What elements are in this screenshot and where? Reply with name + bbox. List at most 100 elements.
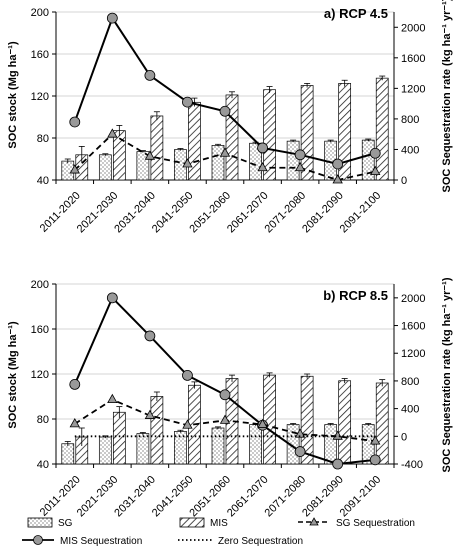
panel-a-title: a) RCP 4.5 (324, 6, 388, 21)
panel-rcp45: 408012016020004008001200160020002011-202… (7, 0, 453, 235)
mis-bar (188, 101, 201, 181)
sg-sequestration-point (182, 158, 193, 168)
sg-bar (211, 427, 225, 465)
mis-sequestration-point (69, 116, 81, 128)
legend-triangle-marker-icon (309, 517, 319, 526)
legend-item-mis: MIS (179, 517, 228, 529)
sg-sequestration-point (219, 414, 231, 424)
mis-bar (375, 382, 389, 465)
sg-sequestration-point (182, 419, 193, 429)
right-tick-label: -400 (401, 459, 423, 471)
sg-bar (98, 154, 112, 181)
mis-sequestration-point (106, 292, 118, 304)
sg-sequestration-point (257, 418, 268, 428)
mis-sequestration-point (106, 12, 118, 24)
right-tick-label: 0 (401, 431, 407, 443)
legend-sg-seq-label: SG Sequestration (336, 518, 415, 529)
legend-item-mis-sequestration: MIS Sequestration (22, 535, 142, 547)
right-tick-label: 800 (401, 376, 419, 388)
panel-a-left-axis-label: SOC stock (Mg ha⁻¹) (7, 41, 19, 149)
mis-bar (338, 380, 352, 465)
legend-mis-swatch (179, 517, 205, 528)
mis-bar (375, 77, 389, 181)
sg-sequestration-point (107, 393, 118, 404)
legend: SG MIS SG Sequestration MIS Sequestratio… (22, 517, 415, 547)
category-label: 2091-2100 (338, 190, 384, 236)
sg-sequestration-point (107, 128, 118, 138)
sg-sequestration-point (144, 409, 156, 419)
panel-a-marks (61, 12, 389, 184)
legend-zero-seq-label: Zero Sequestration (218, 536, 303, 547)
legend-item-sg: SG (27, 517, 73, 529)
right-tick-label: 1200 (401, 83, 425, 95)
left-tick-label: 120 (31, 369, 49, 381)
left-tick-label: 160 (31, 324, 49, 336)
sg-sequestration-point (257, 161, 268, 172)
sg-sequestration-point (370, 165, 381, 176)
right-tick-label: 800 (401, 114, 419, 126)
left-tick-label: 80 (37, 414, 49, 426)
sg-bar (249, 424, 262, 465)
sg-sequestration-point (294, 428, 306, 438)
panel-rcp85: 4080120160200-40004008001200160020002011… (7, 277, 453, 519)
panel-a-right-axis-label: SOC Sequestration rate (kg ha⁻¹ yr⁻¹) (441, 0, 453, 192)
right-tick-label: 400 (401, 144, 419, 156)
sg-sequestration-point (219, 147, 231, 157)
sg-sequestration-point (294, 161, 306, 172)
sg-sequestration-point (69, 164, 80, 174)
sg-sequestration-point (332, 430, 343, 440)
left-tick-label: 160 (31, 49, 49, 61)
left-tick-label: 120 (31, 91, 49, 103)
mis-bar (263, 89, 276, 181)
sg-bar (98, 436, 112, 465)
legend-circle-marker-icon (33, 535, 43, 545)
legend-sg-label: SG (58, 518, 73, 529)
mis-sequestration-point (69, 378, 81, 390)
left-tick-label: 200 (31, 7, 49, 19)
mis-sequestration-point (294, 446, 306, 457)
mis-sequestration-point (219, 389, 231, 401)
sg-sequestration-point (370, 435, 381, 445)
panel-a-gridlines (56, 11, 394, 139)
sg-bar (286, 140, 300, 181)
mis-sequestration-point (332, 158, 344, 170)
right-tick-label: 2000 (401, 293, 425, 305)
right-tick-label: 1600 (401, 53, 425, 65)
panel-b-left-axis-label: SOC stock (Mg ha⁻¹) (7, 321, 19, 429)
sg-sequestration-point (69, 418, 80, 428)
left-tick-label: 40 (37, 459, 49, 471)
mis-sequestration-point (332, 458, 344, 470)
legend-item-sg-sequestration: SG Sequestration (298, 517, 415, 529)
sg-sequestration-point (144, 150, 156, 160)
panel-b-marks (61, 292, 389, 470)
mis-sequestration-point (369, 454, 381, 466)
left-tick-label: 40 (37, 175, 49, 187)
legend-mis-seq-label: MIS Sequestration (60, 536, 142, 547)
mis-sequestration-point (144, 69, 156, 81)
sg-sequestration-point (332, 174, 343, 184)
mis-sequestration-point (182, 96, 193, 108)
legend-mis-label: MIS (210, 518, 228, 529)
left-tick-label: 200 (31, 279, 49, 291)
left-tick-label: 80 (37, 133, 49, 145)
sg-bar (324, 424, 338, 465)
mis-sequestration-point (257, 142, 268, 154)
legend-item-zero-sequestration: Zero Sequestration (178, 536, 303, 547)
category-label: 2091-2100 (338, 474, 384, 520)
right-tick-label: 1600 (401, 321, 425, 333)
panel-b-right-axis-label: SOC Sequestration rate (kg ha⁻¹ yr⁻¹) (441, 277, 453, 472)
mis-bar (150, 396, 164, 465)
mis-sequestration-point (182, 369, 193, 381)
sg-bar (211, 145, 225, 181)
sg-bar (136, 433, 150, 465)
right-tick-label: 1200 (401, 348, 425, 360)
mis-bar (300, 85, 314, 181)
mis-bar (112, 130, 126, 181)
mis-sequestration-point (294, 149, 306, 161)
right-tick-label: 2000 (401, 22, 425, 34)
legend-sg-swatch (27, 517, 53, 528)
sg-bar (61, 443, 75, 465)
mis-sequestration-point (144, 330, 156, 342)
right-tick-label: 400 (401, 404, 419, 416)
